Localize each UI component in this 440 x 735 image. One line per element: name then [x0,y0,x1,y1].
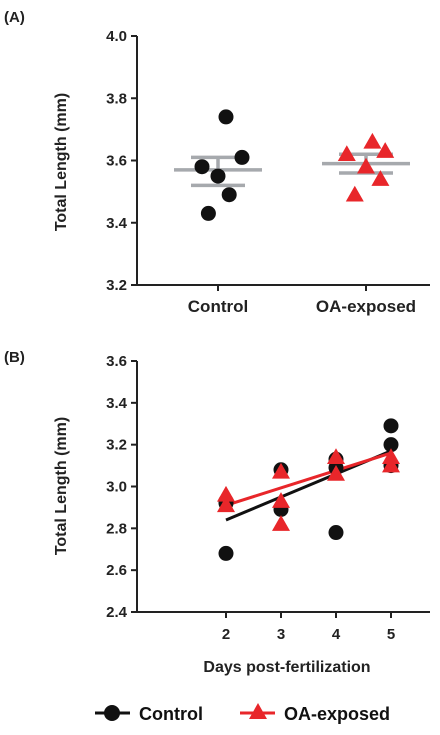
panel-b-y-tick-label-3-0: 3.0 [106,479,127,496]
panel-a-point-control-0 [218,109,234,125]
panel-a-x-tick-label-oa-exposed: OA-exposed [316,297,416,316]
panel-b-x-axis-title: Days post-fertilization [203,659,370,676]
panel-a-point-oa-exposed-4 [371,170,390,186]
panel-a-point-oa-exposed-0 [363,132,382,149]
panel-a-x-ticks: Control OA-exposed [188,285,416,316]
panel-b-point-oa-exposed-8 [382,456,400,473]
panel-a-y-ticks: 3.2 3.4 3.6 3.8 4.0 [106,28,137,294]
legend-control-marker [104,705,120,721]
panel-a-point-oa-exposed-5 [345,185,364,202]
legend-item-oa-exposed: OA-exposed [240,703,390,724]
panel-b-x-tick-label-3: 3 [277,626,285,643]
panel-a-point-oa-exposed-3 [357,157,375,174]
panel-a-point-control-4 [221,187,237,203]
panel-b-fit-line-oa-exposed [225,451,392,507]
panel-b-point-control-7 [328,525,344,541]
panel-b-point-control-8 [383,418,399,434]
panel-b: (B) Total Length (mm) Days post-fertiliz… [4,349,430,676]
panel-b-point-control-9 [383,437,399,453]
panel-b-point-oa-exposed-5 [327,448,345,464]
legend-oa-label: OA-exposed [284,704,390,724]
panel-b-point-oa-exposed-6 [327,464,345,481]
panel-b-point-oa-exposed-0 [217,485,235,502]
panel-b-point-control-2 [218,545,234,561]
panel-b-x-ticks: 2 3 4 5 [222,612,395,643]
panel-a-point-control-3 [210,168,226,184]
panel-b-points [217,418,400,561]
panel-b-x-tick-label-2: 2 [222,626,230,643]
legend-oa-marker [249,703,267,719]
panel-b-point-oa-exposed-7 [382,448,400,464]
panel-b-point-oa-exposed-2 [272,462,290,479]
panel-a-point-control-5 [200,205,216,221]
panel-a-point-oa-exposed-1 [337,145,356,162]
panel-a: (A) Total Length (mm) 3.2 3.4 3.6 3.8 4.0 Co… [4,9,430,316]
panel-a-y-tick-label-3-6: 3.6 [106,153,127,170]
panel-a-y-tick-label-4-0: 4.0 [106,28,127,45]
panel-b-point-oa-exposed-1 [217,496,235,513]
panel-a-y-tick-label-3-2: 3.2 [106,277,127,294]
panel-b-x-tick-label-4: 4 [332,626,341,643]
panel-a-point-oa-exposed-2 [376,142,395,158]
panel-b-y-axis-title: Total Length (mm) [53,417,70,555]
panel-a-label: (A) [4,9,25,26]
panel-b-y-ticks: 2.4 2.6 2.8 3.0 3.2 3.4 3.6 [106,353,137,621]
panel-b-point-oa-exposed-3 [272,492,290,508]
panel-a-point-control-1 [194,159,210,175]
panel-b-y-tick-label-2-6: 2.6 [106,562,127,579]
panel-a-y-axis-title: Total Length (mm) [53,93,70,231]
panel-b-point-oa-exposed-4 [272,515,290,531]
panel-b-label: (B) [4,349,25,366]
panel-b-x-tick-label-5: 5 [387,626,395,643]
panel-b-y-tick-label-3-2: 3.2 [106,437,127,454]
panel-b-y-tick-label-2-8: 2.8 [106,520,127,537]
legend: Control OA-exposed [95,703,390,724]
panel-a-point-control-2 [234,149,250,165]
panel-a-y-tick-label-3-4: 3.4 [106,215,128,232]
legend-item-control: Control [95,704,203,724]
panel-a-x-tick-label-control: Control [188,297,248,316]
panel-b-y-tick-label-2-4: 2.4 [106,604,128,621]
panel-b-fit-lines [225,449,392,522]
panel-b-y-tick-label-3-4: 3.4 [106,395,128,412]
panel-a-y-tick-label-3-8: 3.8 [106,90,127,107]
legend-control-label: Control [139,704,203,724]
panel-b-y-tick-label-3-6: 3.6 [106,353,127,370]
panel-a-points [194,109,395,221]
